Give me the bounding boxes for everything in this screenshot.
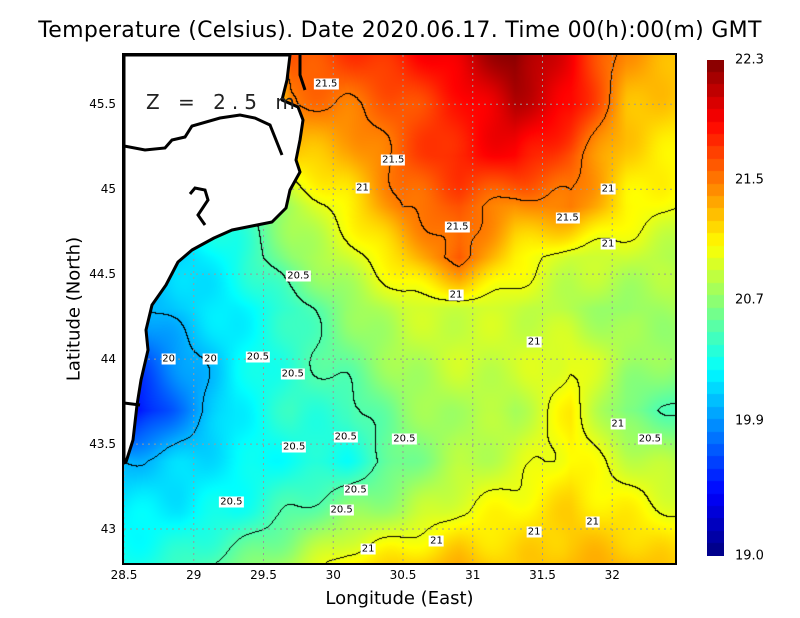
- x-tick-label: 29.5: [250, 568, 277, 582]
- y-tick-label: 43: [100, 522, 116, 537]
- x-axis-label: Longitude (East): [325, 588, 474, 609]
- y-axis-label: Latitude (North): [63, 236, 85, 382]
- x-tick-label: 30.5: [389, 568, 417, 582]
- y-tick-label: 44.5: [89, 267, 116, 282]
- contour-label: 20.5: [245, 351, 271, 363]
- coastline-south: [124, 401, 141, 407]
- colorbar-tick-label: 21.5: [735, 172, 764, 188]
- contour-label: 21: [429, 535, 444, 547]
- y-tick-label: 43.5: [89, 437, 116, 452]
- contour-label: 20.5: [286, 270, 311, 282]
- contour-label: 20.5: [333, 431, 358, 443]
- land-mask: [124, 55, 305, 465]
- contour-label: 20.5: [219, 496, 244, 508]
- x-tick-label: 31: [465, 568, 481, 582]
- contour-label: 21: [600, 183, 616, 195]
- x-tick-label: 31.5: [529, 568, 556, 582]
- colorbar-tick-label: 20.7: [735, 292, 764, 308]
- y-tick-label: 44: [100, 352, 116, 367]
- contour-label: 20.5: [637, 433, 663, 445]
- contour-label: 20.5: [282, 441, 307, 453]
- contour-label: 21: [610, 418, 626, 430]
- contour-label: 21: [600, 238, 616, 250]
- contour-label: 20.5: [329, 504, 354, 516]
- colorbar-tick-label: 22.3: [735, 52, 764, 68]
- contour-label: 21.5: [555, 212, 580, 224]
- contour-label: 21: [526, 336, 542, 348]
- coastline-inland: [124, 55, 307, 226]
- contour-label: 20: [161, 353, 176, 365]
- x-tick-label: 28.5: [110, 568, 138, 582]
- contour-label: 21: [360, 543, 376, 555]
- contour-label: 20.5: [280, 368, 305, 380]
- contour-label: 20.5: [392, 433, 417, 445]
- colorbar-tick-label: 19.9: [735, 413, 764, 429]
- y-tick-label: 45: [100, 182, 116, 197]
- contour-label: 20.5: [343, 484, 368, 496]
- contour-label: 21: [448, 289, 464, 301]
- contour-label: 21: [526, 526, 542, 538]
- colorbar: [707, 60, 724, 556]
- plot-area: 21.5 21.5 21 21.5 21.5 21 21 20.5 21 21 20 20 20.5 20…: [124, 55, 675, 563]
- depth-annotation: Z = 2.5 m: [146, 90, 301, 114]
- x-tick-label: 30: [325, 568, 341, 582]
- contour-label: 21: [585, 516, 601, 528]
- contour-label: 20: [203, 353, 218, 365]
- x-tick-label: 32: [604, 568, 620, 582]
- contour-label: 21.5: [314, 78, 339, 90]
- contour-label: 21.5: [445, 221, 470, 233]
- contour-label: 21.5: [381, 154, 406, 166]
- chart-title: Temperature (Celsius). Date 2020.06.17. …: [38, 18, 762, 43]
- colorbar-tick-label: 19.0: [735, 548, 764, 564]
- map-overlay: [124, 55, 675, 563]
- contour-label: 21: [355, 182, 370, 194]
- y-tick-label: 45.5: [89, 97, 116, 112]
- x-tick-label: 29: [186, 568, 202, 582]
